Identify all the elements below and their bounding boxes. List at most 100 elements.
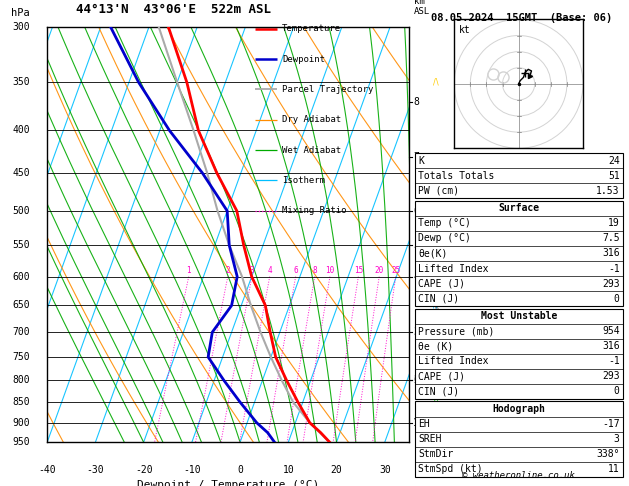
Text: 10: 10 bbox=[325, 265, 335, 275]
Text: 24: 24 bbox=[608, 156, 620, 166]
Text: 350: 350 bbox=[12, 77, 30, 87]
Text: -30: -30 bbox=[87, 465, 104, 475]
Text: CL: CL bbox=[413, 375, 425, 385]
Text: -40: -40 bbox=[38, 465, 56, 475]
Text: θe(K): θe(K) bbox=[418, 248, 448, 259]
Text: Pressure (mb): Pressure (mb) bbox=[418, 326, 494, 336]
Text: Isotherm: Isotherm bbox=[282, 176, 325, 185]
Text: Parcel Trajectory: Parcel Trajectory bbox=[282, 85, 374, 94]
Text: //: // bbox=[433, 301, 439, 310]
Text: 8: 8 bbox=[413, 97, 419, 107]
Text: Temperature: Temperature bbox=[282, 24, 342, 34]
Text: -1: -1 bbox=[608, 356, 620, 366]
Text: 6: 6 bbox=[293, 265, 298, 275]
Text: Dewpoint: Dewpoint bbox=[282, 54, 325, 64]
Text: 10: 10 bbox=[282, 465, 294, 475]
Text: 293: 293 bbox=[602, 278, 620, 289]
Text: km
ASL: km ASL bbox=[415, 0, 430, 17]
Text: 6: 6 bbox=[413, 206, 419, 216]
Text: 25: 25 bbox=[391, 265, 400, 275]
Text: CAPE (J): CAPE (J) bbox=[418, 371, 465, 382]
Text: 338°: 338° bbox=[596, 449, 620, 459]
Text: 44°13'N  43°06'E  522m ASL: 44°13'N 43°06'E 522m ASL bbox=[76, 3, 271, 17]
Text: 950: 950 bbox=[12, 437, 30, 447]
Text: © weatheronline.co.uk: © weatheronline.co.uk bbox=[462, 471, 576, 480]
Text: 750: 750 bbox=[12, 352, 30, 362]
Text: 316: 316 bbox=[602, 341, 620, 351]
Text: 7.5: 7.5 bbox=[602, 233, 620, 243]
Text: hPa: hPa bbox=[11, 8, 30, 18]
Text: //: // bbox=[433, 438, 439, 447]
Text: //: // bbox=[433, 328, 439, 337]
Text: 0: 0 bbox=[237, 465, 243, 475]
Text: Dewpoint / Temperature (°C): Dewpoint / Temperature (°C) bbox=[137, 480, 319, 486]
Text: 5: 5 bbox=[413, 240, 419, 250]
Text: 293: 293 bbox=[602, 371, 620, 382]
Text: StmSpd (kt): StmSpd (kt) bbox=[418, 464, 483, 474]
Text: CIN (J): CIN (J) bbox=[418, 386, 459, 397]
Text: PW (cm): PW (cm) bbox=[418, 186, 459, 196]
Text: 316: 316 bbox=[602, 248, 620, 259]
Text: -10: -10 bbox=[183, 465, 201, 475]
Text: //: // bbox=[433, 398, 439, 407]
Text: 1.53: 1.53 bbox=[596, 186, 620, 196]
Text: kt: kt bbox=[459, 25, 471, 35]
Text: 4: 4 bbox=[267, 265, 272, 275]
Text: 30: 30 bbox=[379, 465, 391, 475]
Text: Surface: Surface bbox=[498, 203, 540, 213]
Text: 51: 51 bbox=[608, 171, 620, 181]
Text: /\: /\ bbox=[433, 78, 439, 87]
Text: -1: -1 bbox=[608, 263, 620, 274]
Text: 1: 1 bbox=[413, 418, 419, 428]
Text: 954: 954 bbox=[602, 326, 620, 336]
Text: CAPE (J): CAPE (J) bbox=[418, 278, 465, 289]
Text: K: K bbox=[418, 156, 424, 166]
Text: //: // bbox=[433, 207, 439, 215]
Text: EH: EH bbox=[418, 419, 430, 429]
Text: 700: 700 bbox=[12, 327, 30, 337]
Text: 800: 800 bbox=[12, 375, 30, 385]
Text: 450: 450 bbox=[12, 168, 30, 178]
Text: 19: 19 bbox=[608, 218, 620, 228]
Text: 4: 4 bbox=[413, 272, 419, 281]
Text: 08.05.2024  15GMT  (Base: 06): 08.05.2024 15GMT (Base: 06) bbox=[431, 13, 613, 23]
Text: 300: 300 bbox=[12, 22, 30, 32]
Text: Totals Totals: Totals Totals bbox=[418, 171, 494, 181]
Text: 1: 1 bbox=[186, 265, 191, 275]
Text: 850: 850 bbox=[12, 397, 30, 407]
Text: 2: 2 bbox=[225, 265, 230, 275]
Text: 550: 550 bbox=[12, 240, 30, 250]
Text: 2: 2 bbox=[413, 375, 419, 385]
Text: //: // bbox=[433, 418, 439, 427]
Text: //: // bbox=[433, 168, 439, 177]
Text: Wet Adiabat: Wet Adiabat bbox=[282, 146, 342, 155]
Text: Hodograph: Hodograph bbox=[493, 404, 545, 414]
Text: -20: -20 bbox=[135, 465, 152, 475]
Text: Most Unstable: Most Unstable bbox=[481, 311, 557, 321]
Text: Mixing Ratio: Mixing Ratio bbox=[282, 207, 347, 215]
Text: CIN (J): CIN (J) bbox=[418, 294, 459, 304]
Text: //: // bbox=[433, 376, 439, 385]
Text: 0: 0 bbox=[614, 294, 620, 304]
Text: Temp (°C): Temp (°C) bbox=[418, 218, 471, 228]
Text: Mixing Ratio (g/kg): Mixing Ratio (g/kg) bbox=[433, 237, 442, 332]
Text: 600: 600 bbox=[12, 272, 30, 281]
Text: θe (K): θe (K) bbox=[418, 341, 454, 351]
Text: 8: 8 bbox=[313, 265, 317, 275]
Text: -17: -17 bbox=[602, 419, 620, 429]
Text: 650: 650 bbox=[12, 300, 30, 311]
Text: 15: 15 bbox=[353, 265, 363, 275]
Text: Lifted Index: Lifted Index bbox=[418, 356, 489, 366]
Text: 7: 7 bbox=[413, 152, 419, 161]
Text: 0: 0 bbox=[614, 386, 620, 397]
Text: Lifted Index: Lifted Index bbox=[418, 263, 489, 274]
Text: 3: 3 bbox=[614, 434, 620, 444]
Text: 20: 20 bbox=[331, 465, 342, 475]
Text: 900: 900 bbox=[12, 418, 30, 428]
Text: StmDir: StmDir bbox=[418, 449, 454, 459]
Text: 20: 20 bbox=[375, 265, 384, 275]
Text: 3: 3 bbox=[250, 265, 254, 275]
Text: 500: 500 bbox=[12, 206, 30, 216]
Text: 400: 400 bbox=[12, 125, 30, 136]
Text: Dry Adiabat: Dry Adiabat bbox=[282, 115, 342, 124]
